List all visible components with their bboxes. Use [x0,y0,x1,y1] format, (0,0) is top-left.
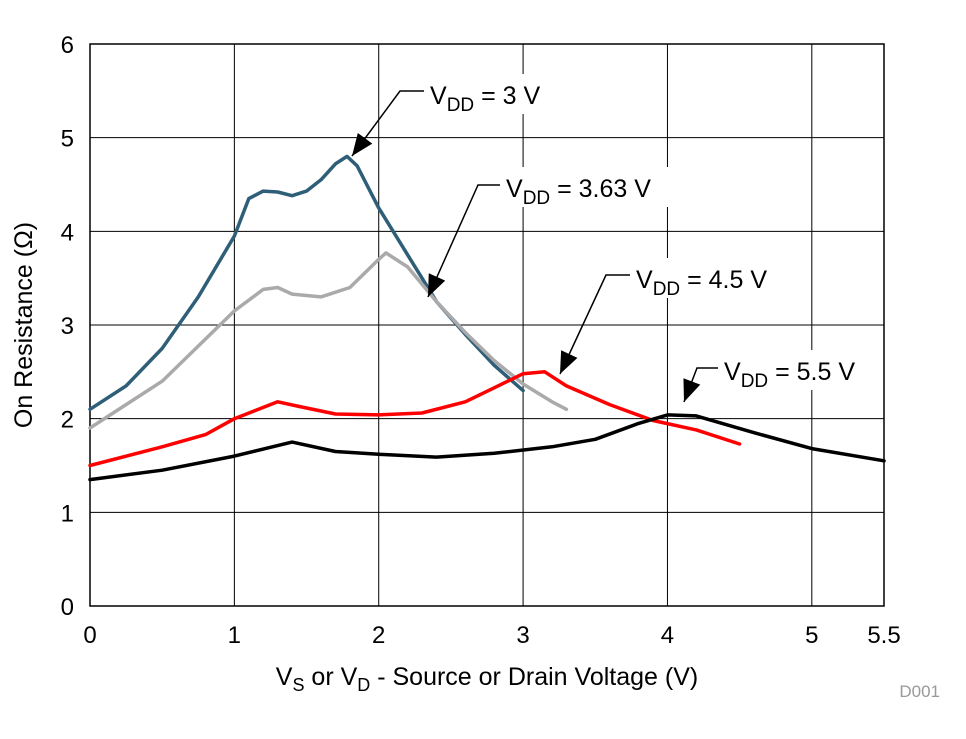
x-tick-label: 3 [516,622,529,649]
x-tick-label: 5 [805,622,818,649]
annotation-3: VDD = 5.5 V [683,350,880,403]
arrow-head-icon [683,378,701,402]
arrow-head-icon [352,132,373,156]
x-tick-label: 4 [661,622,674,649]
annotation-label: VDD = 3.63 V [506,175,651,209]
series-line-0 [88,154,525,412]
annotation-background [426,74,558,114]
x-tick-label: 0 [83,622,96,649]
annotation-label: VDD = 5.5 V [724,358,855,392]
x-axis-label-part: V [276,663,293,691]
annotation-label-main: V [724,358,741,386]
arrow-head-icon [560,350,578,374]
annotation-2: VDD = 4.5 V [559,258,792,375]
y-tick-label: 0 [61,594,74,621]
annotation-1: VDD = 3.63 V [427,167,676,298]
arrow-head-icon [428,273,446,297]
series-line-2 [88,370,742,468]
annotation-label-main: V [506,175,523,203]
annotation-0: VDD = 3 V [351,74,558,157]
annotation-label: VDD = 4.5 V [636,266,767,300]
y-tick-label: 6 [61,32,74,59]
annotation-label-sub: DD [741,371,768,392]
x-axis-label-part: S [292,675,304,695]
annotation-label-rest: = 3 V [474,82,540,110]
x-axis-label-part: or V [304,663,357,691]
annotation-label-sub: DD [523,188,550,209]
series-line-3 [88,413,886,482]
y-tick-label: 5 [61,126,74,153]
annotation-label-rest: = 3.63 V [550,175,651,203]
series-line-1 [88,251,569,430]
x-axis-label: VS or VD - Source or Drain Voltage (V) [276,663,698,695]
annotation-background [632,258,792,298]
annotation-label-main: V [636,266,653,294]
annotation-background [502,167,676,207]
annotation-label: VDD = 3 V [430,82,540,116]
annotation-label-sub: DD [447,95,474,116]
y-tick-label: 2 [61,407,74,434]
annotation-background [720,350,880,390]
plot-frame [89,43,885,607]
annotation-label-sub: DD [653,279,680,300]
x-tick-label: 2 [372,622,385,649]
x-tick-label: 1 [228,622,241,649]
annotation-leader-line [351,90,424,157]
annotation-label-main: V [430,82,447,110]
x-axis-label-part: - Source or Drain Voltage (V) [370,663,698,691]
annotation-label-rest: = 4.5 V [680,266,767,294]
annotation-label-rest: = 5.5 V [768,358,855,386]
y-tick-label: 1 [61,500,74,527]
x-tick-label: 5.5 [867,622,900,649]
y-axis-label: On Resistance (Ω) [10,222,38,428]
annotation-leader-line [427,184,500,298]
x-axis-label-part: D [357,675,370,695]
y-tick-label: 4 [61,219,74,246]
annotation-leader-line [559,274,630,375]
y-tick-label: 3 [61,313,74,340]
footnote-id: D001 [899,682,940,701]
